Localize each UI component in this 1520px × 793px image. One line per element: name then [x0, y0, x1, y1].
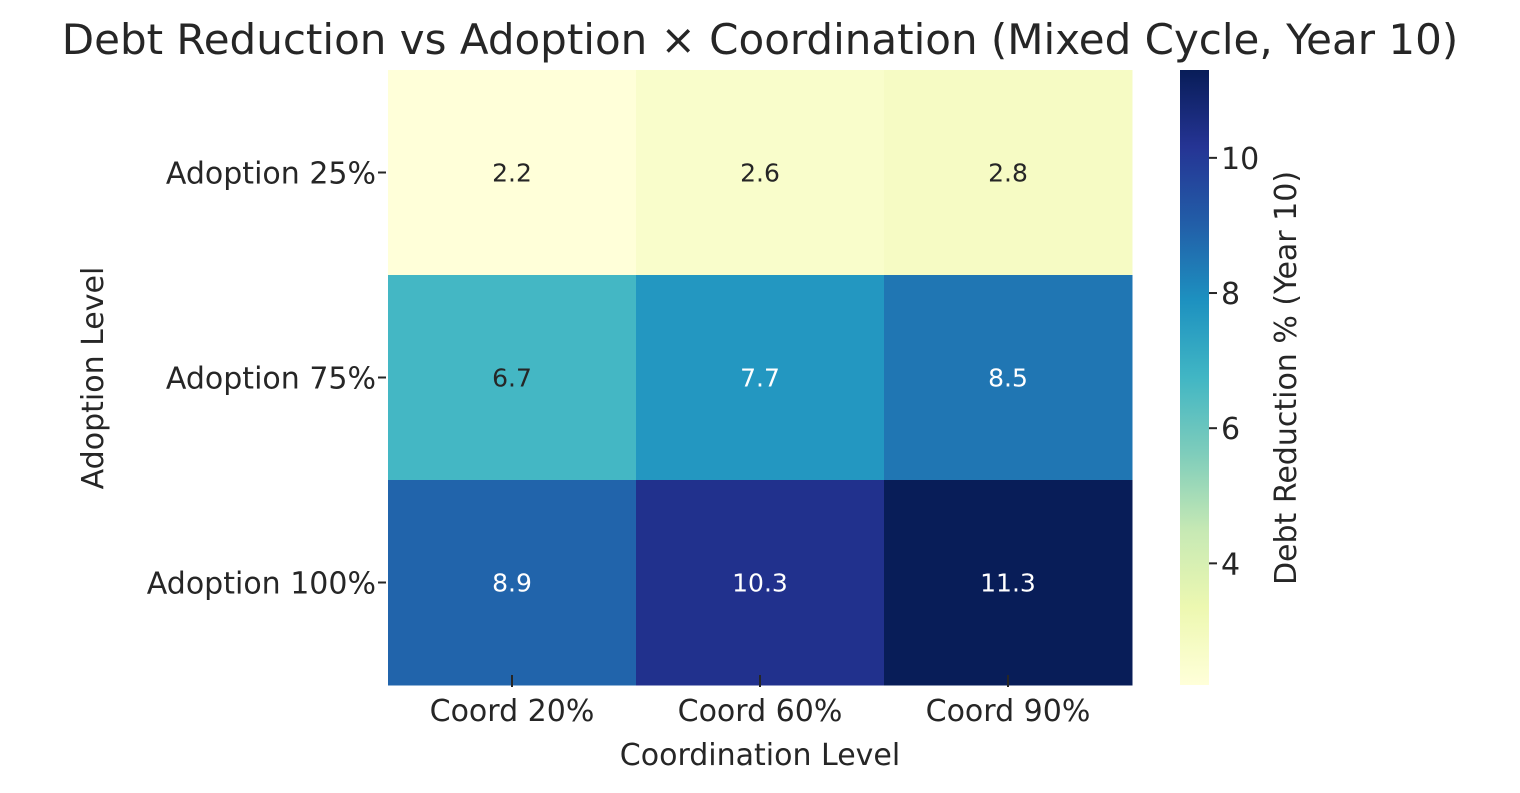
y-axis-label: Adoption Level: [76, 267, 111, 490]
y-tick-label: Adoption 100%: [147, 567, 376, 602]
heatmap-cell: [388, 480, 637, 686]
colorbar-tick-label: 8: [1221, 277, 1240, 312]
heatmap-cell: [884, 275, 1133, 481]
x-axis-label: Coordination Level: [620, 738, 900, 773]
x-tick-label: Coord 60%: [678, 694, 843, 729]
cell-value-label: 8.9: [492, 569, 532, 598]
colorbar-tick-label: 6: [1221, 412, 1240, 447]
heatmap-cell: [388, 275, 637, 481]
x-tick-label: Coord 20%: [430, 694, 595, 729]
heatmap-cell: [636, 480, 885, 686]
heatmap-cell: [636, 275, 885, 481]
colorbar: [1180, 70, 1209, 685]
cell-value-label: 2.6: [740, 159, 780, 188]
x-axis-ticks: Coord 20% Coord 60% Coord 90%: [430, 675, 1091, 729]
cell-value-label: 7.7: [740, 364, 780, 393]
y-axis-ticks: Adoption 25% Adoption 75% Adoption 100%: [147, 157, 386, 602]
colorbar-label: Debt Reduction % (Year 10): [1269, 171, 1304, 585]
cell-value-label: 2.8: [988, 159, 1028, 188]
chart-title: Debt Reduction vs Adoption × Coordinatio…: [62, 15, 1458, 64]
heatmap-cell: [884, 480, 1133, 686]
heatmap-cell: [636, 70, 885, 276]
cell-value-label: 8.5: [988, 364, 1028, 393]
cell-value-label: 11.3: [980, 569, 1036, 598]
colorbar-ticks: 4 6 8 10: [1209, 142, 1259, 582]
heatmap-cell: [388, 70, 637, 276]
heatmap-cells: 2.2 2.6 2.8 6.7 7.7 8.5 8.9 10.3 11.3: [388, 70, 1133, 686]
cell-value-label: 2.2: [492, 159, 532, 188]
heatmap-cell: [884, 70, 1133, 276]
y-tick-label: Adoption 75%: [166, 362, 376, 397]
cell-value-label: 10.3: [732, 569, 788, 598]
x-tick-label: Coord 90%: [926, 694, 1091, 729]
colorbar-tick-label: 10: [1221, 142, 1259, 177]
colorbar-tick-label: 4: [1221, 547, 1240, 582]
y-tick-label: Adoption 25%: [166, 157, 376, 192]
cell-value-label: 6.7: [492, 364, 532, 393]
